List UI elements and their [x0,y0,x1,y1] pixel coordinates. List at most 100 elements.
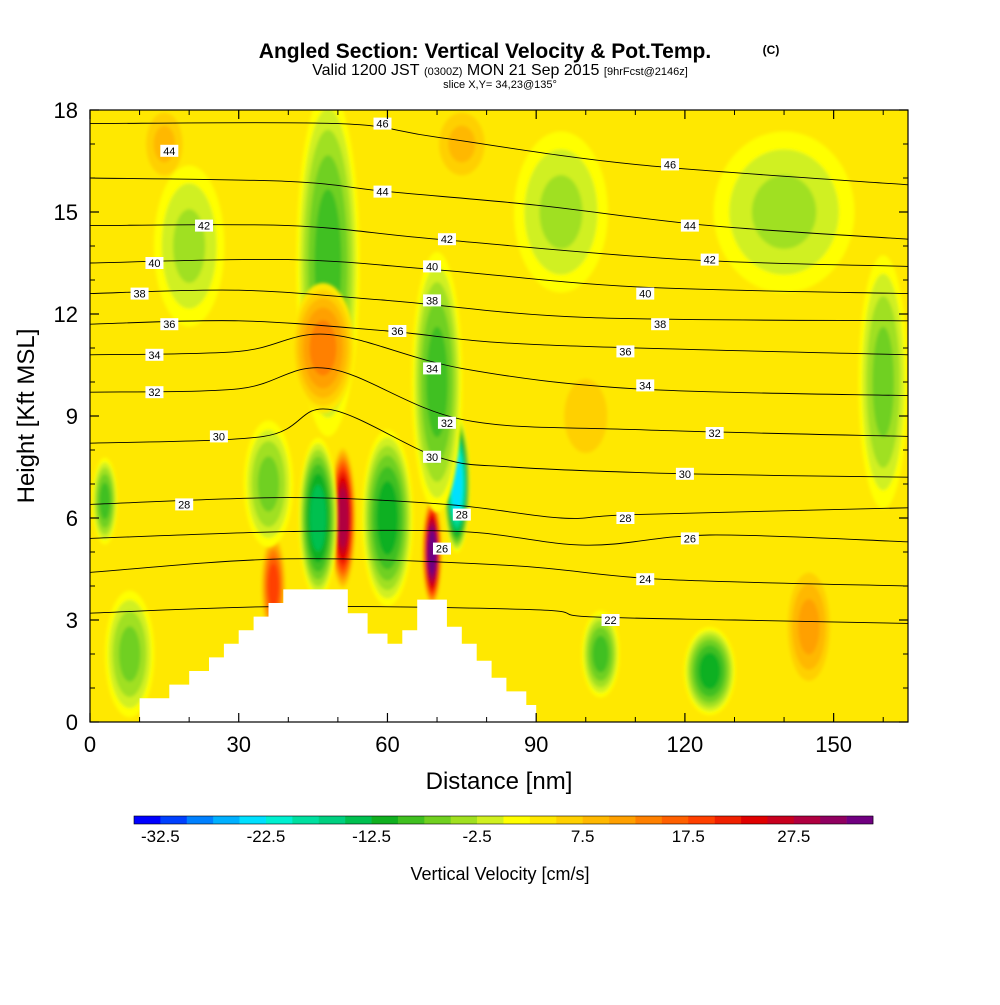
contour-label-text: 42 [198,221,210,233]
colorbar-tick-label: -12.5 [352,827,391,846]
chart-title: Angled Section: Vertical Velocity & Pot.… [259,40,711,63]
x-tick-label: 150 [815,732,852,757]
slice-text: slice X,Y= 34,23@135° [443,79,557,91]
contour-label-box [651,318,670,331]
plot-area: 46 44 44 46 42 44 42 40 40 42 38 38 40 36 36 38 34 36 34 32… [90,110,908,722]
colorbar-swatch [820,816,847,824]
theta-contour-24 [90,558,908,587]
subtitle-zulu: (0300Z) [424,66,463,78]
velocity-cell [291,282,355,414]
contour-label: 32 [705,427,724,440]
contour-label: 38 [651,318,670,331]
x-tick-label: 60 [375,732,399,757]
contour-label-box [616,512,635,524]
subtitle-date: MON 21 Sep 2015 [467,62,600,79]
x-tick-label: 0 [84,732,96,757]
colorbar-swatch [661,816,689,824]
colorbar-swatch [318,816,346,824]
contour-label: 34 [423,362,442,375]
contour-label-text: 36 [619,346,631,358]
contour-label: 42 [195,219,214,233]
colorbar-swatch [793,816,821,824]
contour-label-box [452,508,471,521]
contour-label: 32 [145,386,164,399]
contour-label-text: 34 [148,350,160,362]
velocity-level [872,326,894,438]
velocity-cell [411,251,463,513]
contour-label-box [661,158,680,171]
contour-label: 30 [423,450,442,464]
colorbar-label: Vertical Velocity [cm/s] [410,864,589,884]
theta-contour-22 [90,605,908,624]
colorbar-tick-label: -32.5 [141,827,180,846]
colorbar-swatch [767,816,795,824]
colorbar-swatch [688,816,715,824]
contour-label-box [175,498,194,511]
contour-label-text: 40 [426,261,438,273]
colorbar-swatch [477,816,504,824]
theta-contour-46 [90,122,908,186]
contour-label-text: 30 [426,452,438,464]
contour-label-box [373,185,392,198]
contour-label-box [423,260,442,273]
contour-label-text: 46 [664,159,676,171]
subtitle-valid: Valid 1200 JST [312,62,420,79]
contour-label-box [423,362,442,375]
contour-label-box [601,614,620,626]
colorbar-swatch [134,816,161,824]
colorbar-swatch [213,816,240,824]
velocity-cell [432,110,492,185]
velocity-level [337,488,349,548]
velocity-cell [784,563,834,691]
contour-label-text: 38 [426,295,438,307]
x-tick-label: 30 [226,732,250,757]
y-tick-label: 15 [54,200,78,225]
colorbar-swatch [239,816,267,824]
contour-label: 32 [437,416,456,430]
colorbar-tick-label: 17.5 [672,827,705,846]
contour-label: 34 [636,379,655,392]
colorbar-swatch [741,816,768,824]
velocity-level [257,456,280,512]
contour-label-text: 38 [133,289,145,301]
x-tick-label: 120 [667,732,704,757]
contour-label: 44 [160,144,179,158]
contour-label-text: 28 [456,510,468,522]
contour-label-text: 28 [178,499,190,511]
contour-label-box [675,467,694,480]
y-axis-label: Height [Kft MSL] [13,329,40,504]
contour-label-text: 34 [426,363,438,375]
velocity-cell [243,420,294,548]
contour-label-box [130,287,149,300]
contour-label: 24 [636,573,655,586]
contour-label: 34 [145,348,164,362]
velocity-cell [422,496,443,608]
contour-label-box [705,427,724,439]
contour-label: 30 [675,467,694,481]
velocity-cell [329,444,357,592]
contour-label-text: 42 [704,255,716,267]
velocity-level [268,563,279,609]
contour-labels: 46 44 44 46 42 44 42 40 40 42 38 38 40 36 36 38 34 36 34 32… [130,117,724,627]
velocity-cell [361,429,414,607]
contour-label-text: 32 [148,387,160,399]
terrain-mask [139,589,537,722]
velocity-level [592,635,609,673]
velocity-level [698,652,721,690]
y-tick-label: 12 [54,302,78,327]
velocity-cell [713,131,855,293]
contour-label-box [388,325,407,337]
contour-label-text: 44 [684,221,696,233]
y-tick-label: 3 [66,608,78,633]
velocity-level [376,481,399,555]
chart-title-mark: (C) [763,43,780,57]
y-tick-label: 9 [66,404,78,429]
velocity-level [751,175,817,249]
colorbar-tick-label: -2.5 [462,827,491,846]
contour-label-box [636,287,655,300]
colorbar-swatch [450,816,478,824]
contour-label-box [437,416,456,429]
colorbar-swatch [186,816,214,824]
y-tick-label: 6 [66,506,78,531]
